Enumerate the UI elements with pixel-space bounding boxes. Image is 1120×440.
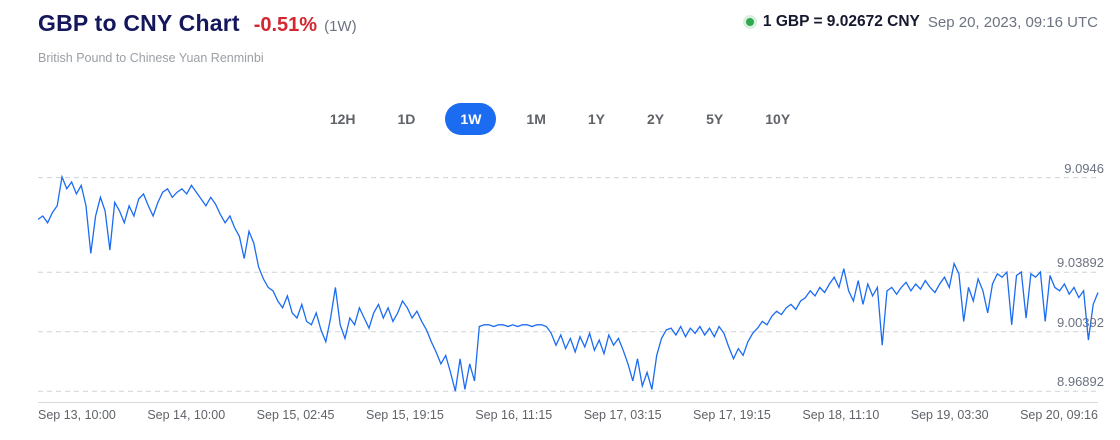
x-axis-label: Sep 15, 19:15 [365,408,444,422]
x-axis-label: Sep 15, 02:45 [256,408,335,422]
title-row: GBP to CNY Chart -0.51% (1W) [38,10,1104,37]
y-axis-label: 9.03892 [1057,255,1104,271]
current-rate: 1 GBP = 9.02672 CNY [762,13,920,30]
y-axis-label: 9.0946 [1064,160,1104,176]
period-tag: (1W) [324,18,357,35]
change-percent: -0.51% [253,14,318,36]
x-axis-label: Sep 13, 10:00 [38,408,116,422]
x-axis-label: Sep 18, 11:10 [802,408,880,422]
x-axis-label: Sep 17, 03:15 [583,408,662,422]
time-range-selector: 12H 1D 1W 1M 1Y 2Y 5Y 10Y [0,103,1120,135]
range-button-12h[interactable]: 12H [318,103,368,135]
range-button-10y[interactable]: 10Y [753,103,802,135]
rate-timestamp: Sep 20, 2023, 09:16 UTC [927,13,1098,31]
range-button-1m[interactable]: 1M [514,103,557,135]
range-button-1w[interactable]: 1W [445,103,497,135]
x-axis-label: Sep 19, 03:30 [910,408,989,422]
range-button-5y[interactable]: 5Y [694,103,735,135]
rate-series-line [37,174,1099,392]
live-rate-box: 1 GBP = 9.02672 CNY Sep 20, 2023, 09:16 … [745,13,1098,31]
y-axis-label: 9.00392 [1057,314,1104,330]
x-axis-label: Sep 16, 11:15 [475,408,553,422]
rate-line-chart[interactable] [37,165,1099,403]
x-axis-label: Sep 14, 10:00 [147,408,226,422]
range-button-1y[interactable]: 1Y [576,103,617,135]
chart-header: GBP to CNY Chart -0.51% (1W) British Pou… [38,10,1104,65]
live-indicator-icon [745,18,754,26]
range-button-1d[interactable]: 1D [386,103,428,135]
price-chart[interactable]: 9.0946 9.03892 9.00392 8.96892 [37,161,1104,403]
chart-subtitle: British Pound to Chinese Yuan Renminbi [38,51,264,65]
x-axis-label: Sep 20, 09:16 [1020,408,1098,422]
page-title: GBP to CNY Chart [38,10,240,36]
x-axis-labels: Sep 13, 10:00 Sep 14, 10:00 Sep 15, 02:45 S… [38,408,1098,422]
range-button-2y[interactable]: 2Y [635,103,676,135]
x-axis-label: Sep 17, 19:15 [693,408,771,422]
y-axis-label: 8.96892 [1057,374,1104,390]
